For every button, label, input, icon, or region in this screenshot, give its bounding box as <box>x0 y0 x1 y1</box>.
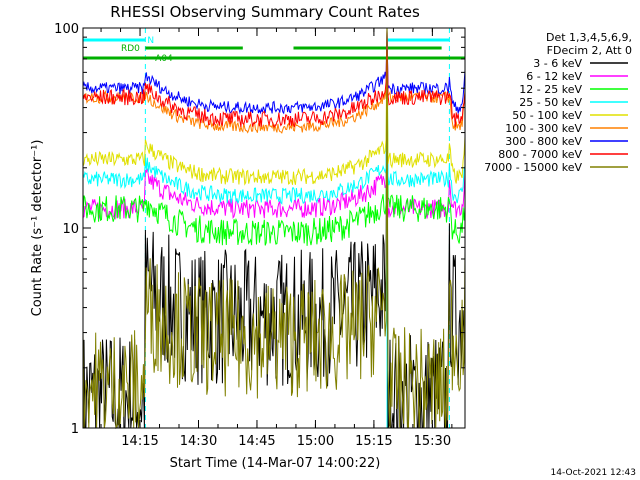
series-line-50to100keV <box>82 27 466 186</box>
footer-date: 14-Oct-2021 12:43 <box>551 468 636 478</box>
legend-entry-label: 300 - 800 keV <box>505 135 582 148</box>
series-line-25to50keV <box>82 27 466 205</box>
series-layer <box>82 27 466 429</box>
x-tick-label: 14:30 <box>180 434 217 449</box>
legend: Det 1,3,4,5,6,9, FDecim 2, Att 0 3 - 6 k… <box>484 31 632 174</box>
series-line-12to25keV <box>82 27 466 246</box>
flag-label-n: N <box>147 36 154 46</box>
x-tick-label: 14:45 <box>238 434 275 449</box>
legend-entry-label: 25 - 50 keV <box>519 96 582 109</box>
legend-entry-label: 3 - 6 keV <box>533 57 582 70</box>
flag-label-rd0: RD0 <box>121 44 140 54</box>
series-line-300to800keV <box>82 27 466 115</box>
legend-header-line-1: Det 1,3,4,5,6,9, <box>546 31 632 44</box>
chart-title: RHESSI Observing Summary Count Rates <box>110 3 420 21</box>
y-axis-label: Count Rate (s⁻¹ detector⁻¹) <box>30 140 45 317</box>
series-line-800to7000keV <box>82 27 466 129</box>
legend-header-line-2: FDecim 2, Att 0 <box>547 44 632 57</box>
legend-entry-label: 50 - 100 keV <box>512 109 582 122</box>
series-line-7000to15000keV <box>82 27 466 429</box>
x-tick-label: 14:15 <box>121 434 158 449</box>
y-tick-label: 1 <box>71 422 79 437</box>
flag-label-a04: A04 <box>155 54 173 64</box>
legend-entry-label: 100 - 300 keV <box>505 122 582 135</box>
x-tick-label: 15:00 <box>297 434 334 449</box>
x-tick-label: 15:15 <box>355 434 392 449</box>
legend-entry-label: 6 - 12 keV <box>526 70 582 83</box>
series-line-100to300keV <box>82 27 466 134</box>
y-tick-label: 10 <box>62 222 79 237</box>
legend-entry-label: 7000 - 15000 keV <box>484 161 582 174</box>
axis-layer: 14:15 14:30 14:45 15:00 15:15 15:30 1 10 100 <box>54 22 465 449</box>
legend-entry-label: 12 - 25 keV <box>519 83 582 96</box>
y-tick-label: 100 <box>54 22 79 37</box>
x-tick-label: 15:30 <box>414 434 451 449</box>
x-axis-label: Start Time (14-Mar-07 14:00:22) <box>170 456 381 471</box>
legend-entry-label: 800 - 7000 keV <box>498 148 582 161</box>
